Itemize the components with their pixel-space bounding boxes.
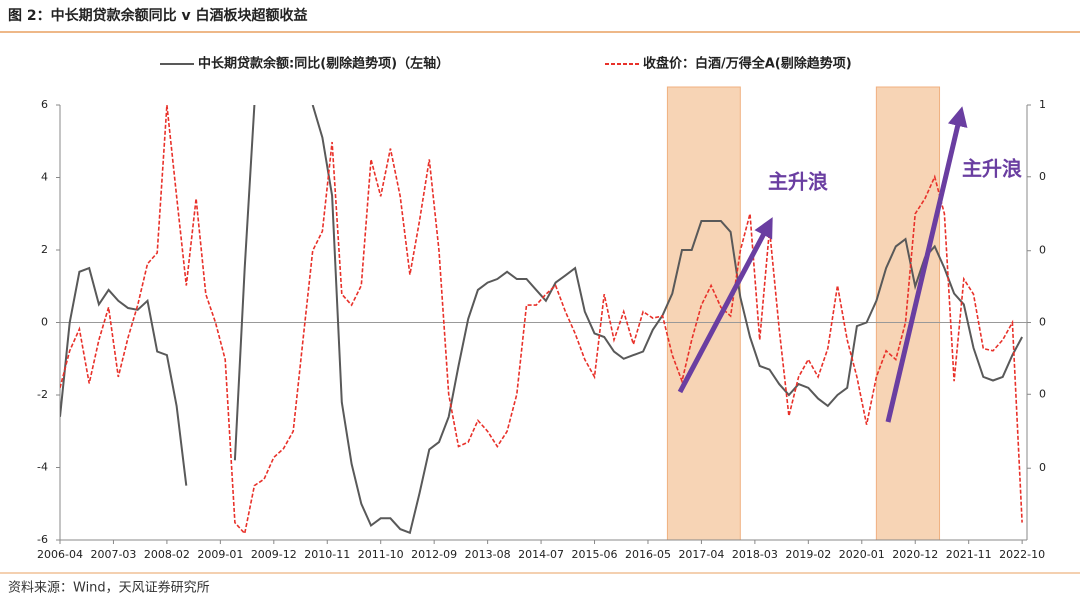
y-tick-label: -2 — [37, 388, 48, 401]
annotation: 主升浪 — [962, 157, 1022, 181]
x-tick-label: 2021-11 — [946, 548, 992, 561]
x-tick-label: 2013-08 — [465, 548, 511, 561]
y2-tick-label: 0 — [1039, 316, 1046, 329]
x-tick-label: 2014-07 — [518, 548, 564, 561]
x-tick-label: 2016-05 — [625, 548, 671, 561]
x-tick-label: 2017-04 — [678, 548, 724, 561]
x-tick-label: 2020-12 — [892, 548, 938, 561]
shaded-period — [666, 86, 741, 541]
y-tick-label: -4 — [37, 461, 48, 474]
legend-label: 收盘价：白酒/万得全A(剔除趋势项) — [643, 56, 852, 72]
x-tick-label: 2010-11 — [304, 548, 350, 561]
y2-tick-label: 0 — [1039, 244, 1046, 257]
plot-area — [60, 105, 1023, 536]
y-tick-label: -6 — [37, 533, 48, 546]
x-tick-label: 2018-03 — [732, 548, 778, 561]
x-tick-label: 2009-12 — [251, 548, 297, 561]
x-tick-label: 2020-01 — [839, 548, 885, 561]
y-tick-label: 2 — [41, 243, 48, 256]
series-line — [60, 105, 1023, 536]
x-tick-label: 2012-09 — [411, 548, 457, 561]
x-tick-label: 2019-02 — [785, 548, 831, 561]
trend-arrow — [885, 106, 968, 423]
x-tick-label: 2006-04 — [37, 548, 83, 561]
y-tick-label: 4 — [41, 171, 48, 184]
x-tick-label: 2007-03 — [90, 548, 136, 561]
x-tick-label: 2015-06 — [572, 548, 618, 561]
x-tick-label: 2011-10 — [358, 548, 404, 561]
chart-title: 图 2：中长期贷款余额同比 v 白酒板块超额收益 — [8, 7, 308, 24]
trend-arrow — [677, 217, 773, 394]
annotation: 主升浪 — [768, 170, 828, 194]
x-tick-label: 2009-01 — [197, 548, 243, 561]
y2-tick-label: 0 — [1039, 387, 1046, 400]
x-tick-label: 2022-10 — [999, 548, 1045, 561]
y2-tick-label: 1 — [1039, 98, 1046, 111]
y-tick-label: 6 — [41, 98, 48, 111]
y2-tick-label: 0 — [1039, 461, 1046, 474]
source: 资料来源：Wind，天风证券研究所 — [8, 580, 210, 596]
y2-tick-label: 0 — [1039, 170, 1046, 183]
shaded-period — [875, 86, 941, 541]
x-tick-label: 2008-02 — [144, 548, 190, 561]
legend-label: 中长期贷款余额:同比(剔除趋势项)（左轴） — [198, 56, 449, 72]
y-tick-label: 0 — [41, 316, 48, 329]
series-line — [60, 105, 1023, 535]
